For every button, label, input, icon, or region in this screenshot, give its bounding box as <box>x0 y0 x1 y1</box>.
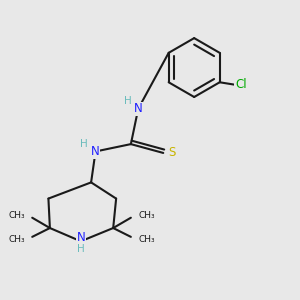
Text: Cl: Cl <box>235 77 247 91</box>
Text: S: S <box>168 146 175 159</box>
Text: H: H <box>124 95 132 106</box>
Text: N: N <box>91 145 100 158</box>
Text: H: H <box>80 139 88 149</box>
Text: N: N <box>134 102 142 115</box>
Text: CH₃: CH₃ <box>138 235 155 244</box>
Text: CH₃: CH₃ <box>8 211 25 220</box>
Text: CH₃: CH₃ <box>8 235 25 244</box>
Text: H: H <box>77 244 85 254</box>
Text: N: N <box>76 231 85 244</box>
Text: CH₃: CH₃ <box>138 211 155 220</box>
